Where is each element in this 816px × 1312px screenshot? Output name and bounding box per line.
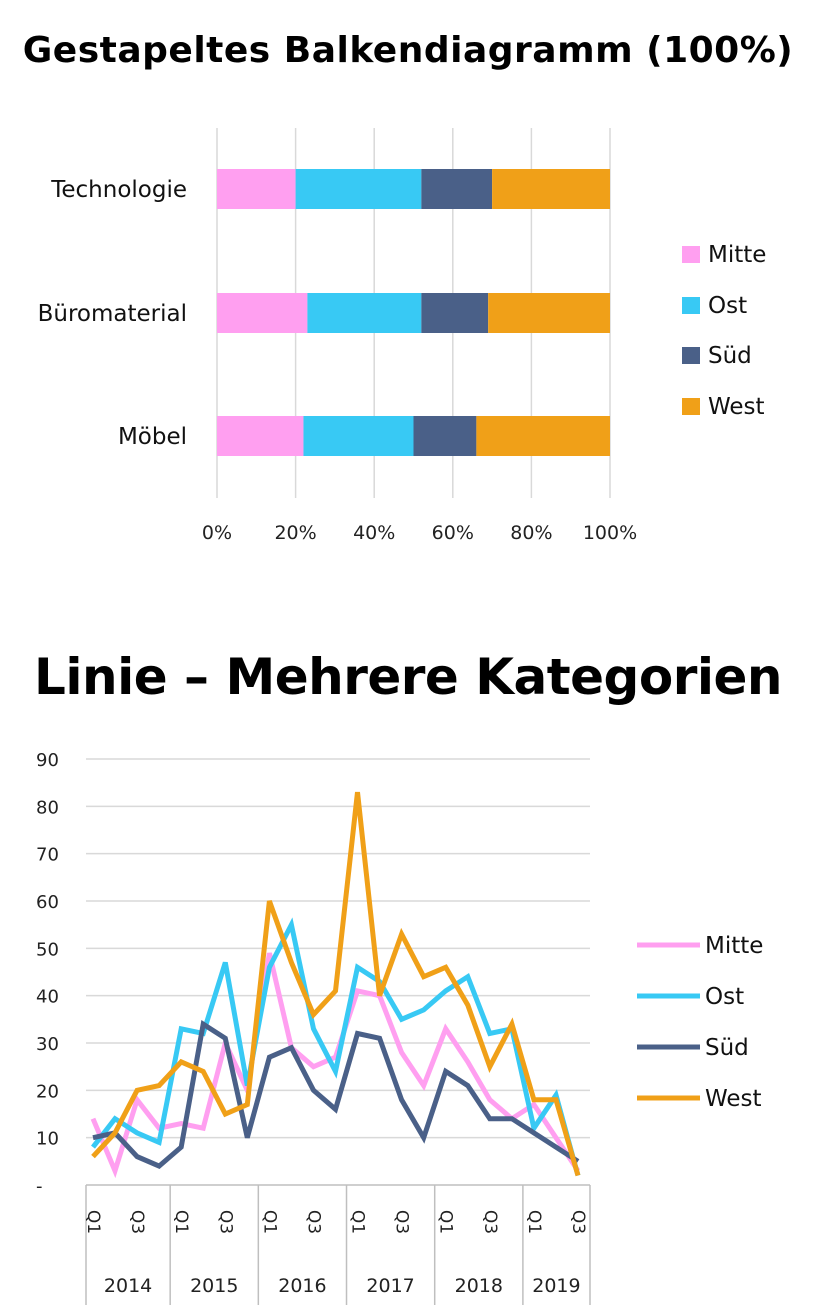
bar-segment — [421, 169, 493, 209]
bar-segment — [492, 169, 610, 209]
x-tick-label: 40% — [353, 522, 395, 544]
stacked-bar-chart: 0% 20% 40% 60% 80% 100% Technologie Büromateria… — [38, 128, 766, 544]
x-tick-label: Q3 — [480, 1210, 500, 1234]
y-tick-label: 60 — [36, 892, 59, 913]
series-line-mitte — [90, 952, 581, 1179]
bar-segment — [295, 169, 422, 209]
legend-label: Mitte — [708, 242, 766, 268]
legend-label: Süd — [708, 343, 752, 369]
x-tick-label: 80% — [510, 522, 552, 544]
chart-title-line: Linie – Mehrere Kategorien — [33, 648, 783, 706]
y-tick-label: 10 — [36, 1129, 59, 1150]
year-label: 2014 — [104, 1275, 152, 1297]
year-label: 2016 — [278, 1275, 326, 1297]
legend-swatch — [682, 246, 700, 263]
series-line-west — [91, 791, 581, 1177]
x-tick-label: Q1 — [171, 1210, 191, 1234]
legend-label: Mitte — [705, 933, 763, 959]
year-label: 2017 — [366, 1275, 414, 1297]
y-tick-label: 20 — [36, 1081, 59, 1102]
bar-segment — [217, 416, 304, 456]
bar-segment — [303, 416, 414, 456]
x-tick-label: 100% — [583, 522, 637, 544]
y-tick-label: 80 — [36, 797, 59, 818]
bar-segment — [217, 293, 308, 333]
category-label: Technologie — [50, 177, 187, 203]
category-label: Möbel — [118, 424, 187, 450]
x-tick-label: Q3 — [392, 1210, 412, 1234]
series-line-süd — [92, 1019, 580, 1170]
y-tick-label: - — [36, 1176, 43, 1197]
x-tick-label: Q1 — [436, 1210, 456, 1234]
x-tick-label: Q3 — [127, 1210, 147, 1234]
legend-swatch — [682, 347, 700, 364]
x-tick-label: Q3 — [303, 1210, 323, 1234]
bar-segment — [217, 169, 296, 209]
x-tick-label: 20% — [274, 522, 316, 544]
x-tick-label: 0% — [202, 522, 232, 544]
year-label: 2018 — [455, 1275, 503, 1297]
category-label: Büromaterial — [38, 301, 187, 327]
y-tick-label: 30 — [36, 1034, 59, 1055]
y-tick-label: 70 — [36, 845, 59, 866]
bar-segment — [413, 416, 477, 456]
legend-label: West — [708, 394, 765, 420]
legend-label: Ost — [708, 293, 747, 319]
year-label: 2015 — [190, 1275, 238, 1297]
year-label: 2019 — [532, 1275, 580, 1297]
bar-segment — [421, 293, 489, 333]
x-tick-label: Q1 — [524, 1210, 544, 1234]
x-tick-label: Q3 — [215, 1210, 235, 1234]
chart-title-stacked-bar: Gestapeltes Balkendiagramm (100%) — [22, 30, 794, 71]
legend-label: West — [705, 1086, 762, 1112]
x-tick-label: Q1 — [348, 1210, 368, 1234]
y-tick-label: 40 — [36, 987, 59, 1008]
bar-segment — [488, 293, 610, 333]
bar-segment — [476, 416, 610, 456]
x-tick-label: Q1 — [259, 1210, 279, 1234]
x-tick-label: Q1 — [83, 1210, 103, 1234]
legend-label: Ost — [705, 984, 744, 1010]
legend-swatch — [682, 398, 700, 415]
legend-swatch — [682, 297, 700, 314]
bar-segment — [307, 293, 422, 333]
y-tick-label: 50 — [36, 939, 59, 960]
legend-label: Süd — [705, 1035, 749, 1061]
x-tick-label: Q3 — [568, 1210, 588, 1234]
x-tick-label: 60% — [432, 522, 474, 544]
y-tick-label: 90 — [36, 750, 59, 771]
